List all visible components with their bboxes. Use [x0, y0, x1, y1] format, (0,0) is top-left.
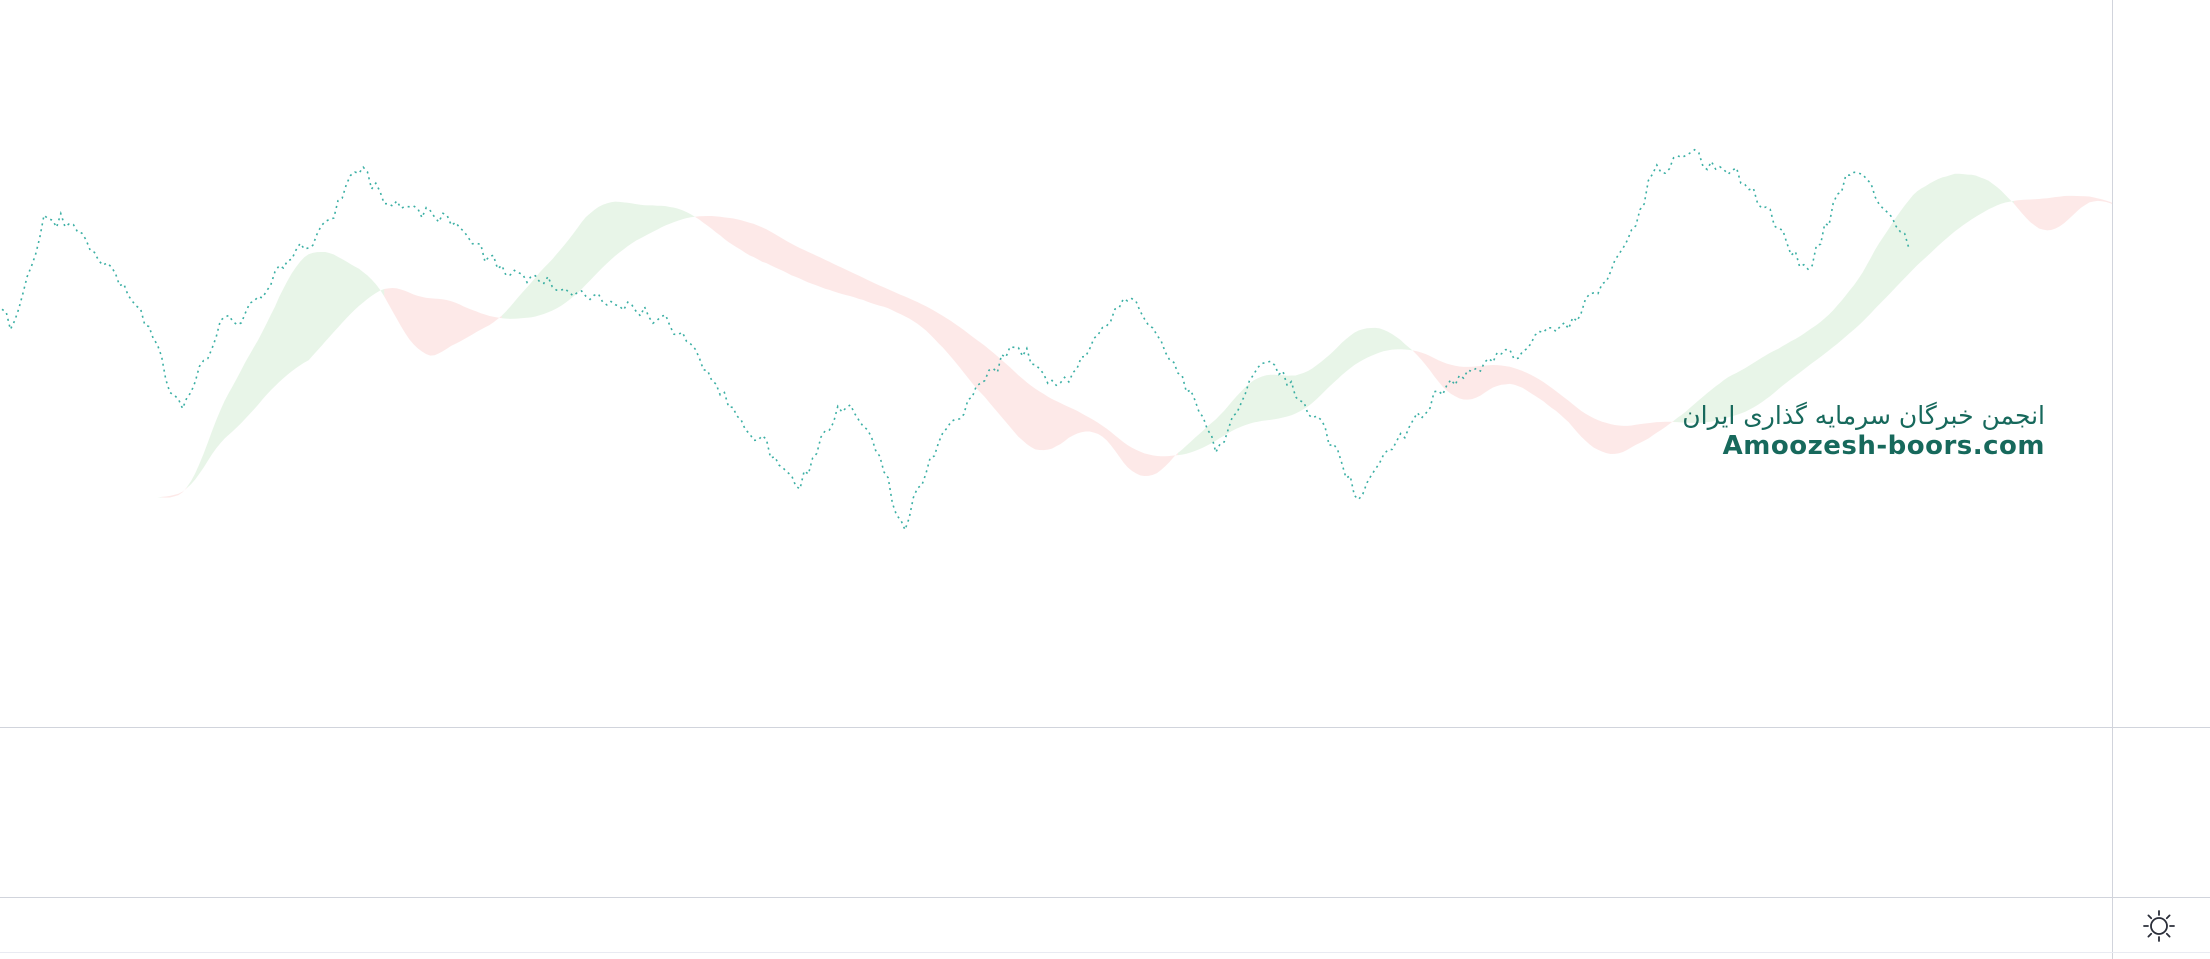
watermark-line-fa: انجمن خبرگان سرمایه گذاری ایران [1682, 401, 2045, 430]
ichimoku-cloud-bull [2, 479, 162, 498]
pane-separator-main-rsi[interactable] [0, 727, 2210, 728]
pane-separator-rsi-axis [0, 897, 2210, 898]
lagging-span-line [1, 148, 1910, 533]
price-pane[interactable] [1, 148, 2115, 533]
watermark: انجمن خبرگان سرمایه گذاری ایران Amoozesh… [1682, 401, 2045, 461]
ichimoku-cloud-bull [186, 252, 385, 489]
ichimoku-cloud-bear [1413, 350, 1674, 454]
ichimoku-cloud-bear [384, 288, 502, 356]
axis-vertical-border[interactable] [2112, 0, 2113, 959]
ichimoku-cloud-bull [501, 201, 695, 319]
watermark-line-en: Amoozesh-boors.com [1722, 430, 2045, 461]
ichimoku-cloud-bull [1178, 327, 1414, 456]
ichimoku-cloud-bear [2013, 195, 2112, 231]
ichimoku-cloud-bear [695, 215, 1178, 477]
theme-sun-icon[interactable] [2138, 905, 2180, 947]
ichimoku-cloud-bear [161, 487, 187, 498]
bottom-edge-line [0, 952, 2210, 953]
ichimoku-cloud-bull [1673, 173, 2014, 423]
